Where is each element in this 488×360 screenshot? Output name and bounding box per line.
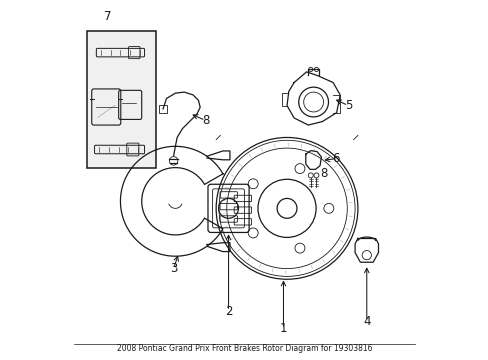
Text: 2008 Pontiac Grand Prix Front Brakes Rotor Diagram for 19303816: 2008 Pontiac Grand Prix Front Brakes Rot… bbox=[117, 344, 371, 353]
Text: 8: 8 bbox=[202, 114, 209, 127]
Text: 4: 4 bbox=[362, 315, 370, 328]
Bar bbox=[86, 31, 156, 168]
Bar bbox=[159, 105, 166, 113]
Text: 5: 5 bbox=[344, 99, 351, 112]
Text: 8: 8 bbox=[319, 167, 326, 180]
Text: 3: 3 bbox=[169, 262, 177, 275]
Text: 7: 7 bbox=[103, 10, 111, 23]
Text: 2: 2 bbox=[224, 305, 232, 318]
Text: 6: 6 bbox=[331, 152, 339, 165]
Text: 1: 1 bbox=[279, 322, 286, 336]
